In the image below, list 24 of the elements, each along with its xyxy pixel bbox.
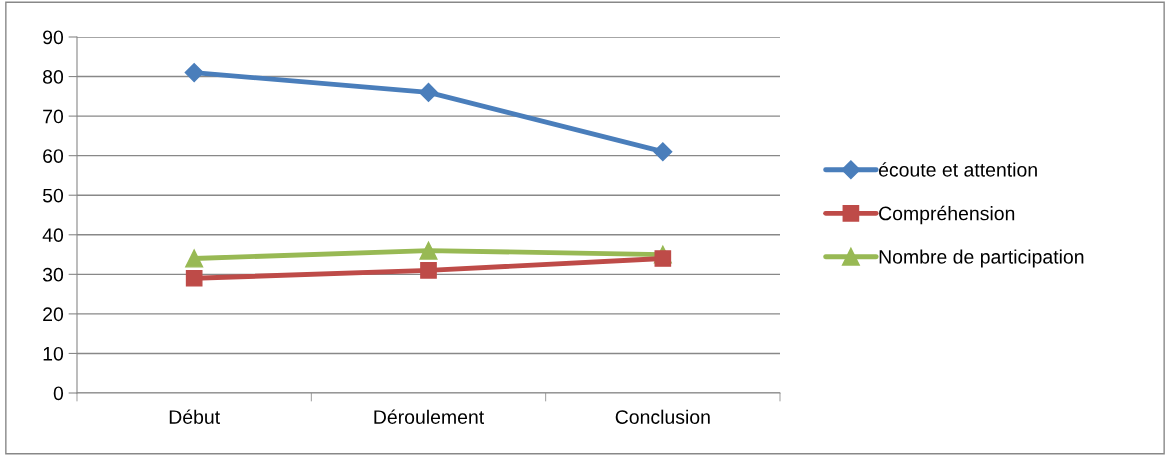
y-tick-label: 50 — [42, 188, 64, 203]
y-tick-label: 40 — [42, 228, 64, 243]
y-tick-label: 60 — [43, 149, 64, 163]
x-tick-label: Début — [169, 409, 220, 424]
y-tick-label: 10 — [43, 346, 64, 361]
point — [654, 250, 672, 267]
y-tick-label: 0 — [53, 386, 64, 401]
x-tick-label: Conclusion — [615, 409, 710, 424]
point — [185, 249, 204, 268]
y-tick-label: 90 — [43, 30, 64, 45]
point — [420, 262, 437, 279]
legend-label: Compréhension — [879, 205, 1015, 225]
y-tick-label: 20 — [43, 307, 64, 322]
y-tick-label: 30 — [42, 267, 64, 282]
legend-label: Nombre de participation — [879, 249, 1084, 268]
point — [185, 269, 203, 287]
y-tick-label: 70 — [43, 109, 64, 124]
legend-label: écoute et attention — [878, 162, 1037, 177]
point — [653, 142, 673, 162]
point — [418, 82, 439, 102]
point — [184, 63, 204, 83]
x-tick-label: Déroulement — [374, 409, 485, 424]
point — [419, 241, 438, 260]
y-tick-label: 80 — [43, 70, 64, 84]
